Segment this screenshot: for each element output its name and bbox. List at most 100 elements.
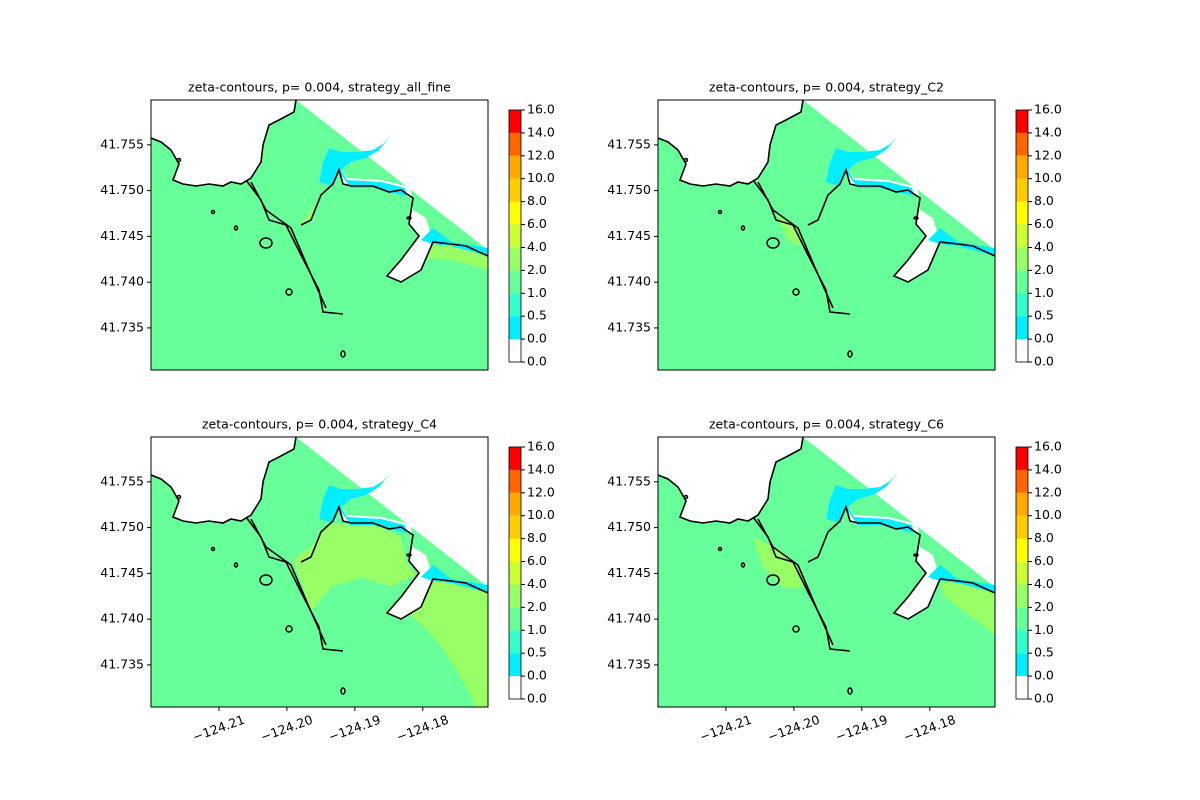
island — [233, 562, 239, 568]
island — [792, 288, 800, 296]
colorbar-tick-label: 1.0 — [527, 622, 547, 637]
panel-title: zeta-contours, p= 0.004, strategy_C2 — [709, 80, 944, 95]
colorbar-band — [509, 178, 521, 202]
colorbar-band — [1016, 469, 1028, 493]
island — [740, 225, 746, 231]
colorbar-band — [509, 155, 521, 179]
colorbar-tick-label: 6.0 — [527, 553, 547, 568]
colorbar-band — [1016, 515, 1028, 539]
colorbar-tick-label: 6.0 — [1034, 553, 1054, 568]
coastline — [150, 99, 489, 315]
colorbar-band — [509, 469, 521, 493]
island — [766, 237, 780, 249]
colorbar-band — [509, 224, 521, 248]
panel-title: zeta-contours, p= 0.004, strategy_C4 — [202, 417, 437, 432]
axes-frame — [150, 99, 489, 371]
island — [847, 350, 853, 358]
colorbar-tick-label: 8.0 — [527, 193, 547, 208]
colorbar-tick-label: 1.0 — [1034, 622, 1054, 637]
colorbar-tick-label: 14.0 — [1034, 124, 1062, 139]
y-tick-label: 41.740 — [100, 274, 144, 289]
colorbar-tick-label: 12.0 — [1034, 484, 1062, 499]
colorbar-tick-label: 10.0 — [527, 170, 555, 185]
colorbar-band — [509, 492, 521, 516]
colorbar-tick-label: 0.0 — [527, 691, 547, 706]
colorbar-band — [1016, 316, 1028, 340]
inundation-high — [296, 204, 488, 270]
colorbar-tick-label: 12.0 — [1034, 147, 1062, 162]
map-panel — [150, 436, 489, 708]
colorbar-tick-label: 6.0 — [1034, 216, 1054, 231]
coastline — [657, 99, 996, 315]
colorbar-band — [509, 132, 521, 156]
colorbar-tick-label: 1.0 — [1034, 285, 1054, 300]
map-panel — [657, 99, 996, 371]
colorbar-band — [1016, 247, 1028, 271]
colorbar-band — [509, 538, 521, 562]
colorbar-tick-label: 10.0 — [1034, 170, 1062, 185]
colorbar-tick-label: 14.0 — [527, 461, 555, 476]
colorbar-band — [1016, 584, 1028, 608]
colorbar-tick-label: 16.0 — [1034, 439, 1062, 454]
colorbar-tick-label: 2.0 — [527, 599, 547, 614]
colorbar-band — [509, 201, 521, 225]
colorbar-tick-label: 0.0 — [527, 668, 547, 683]
land — [658, 100, 803, 186]
island — [717, 209, 723, 215]
colorbar-band — [1016, 561, 1028, 585]
colorbar-band — [509, 110, 521, 133]
land — [658, 437, 803, 523]
colorbar-band — [509, 584, 521, 608]
map-panel — [657, 436, 996, 708]
colorbar-band — [1016, 538, 1028, 562]
y-tick-label: 41.750 — [100, 519, 144, 534]
island — [683, 494, 689, 500]
colorbar-tick-label: 2.0 — [527, 262, 547, 277]
colorbar-band — [509, 339, 521, 362]
colorbar-tick-label: 2.0 — [1034, 262, 1054, 277]
colorbar-band — [1016, 224, 1028, 248]
land — [151, 437, 296, 523]
y-tick-label: 41.740 — [100, 611, 144, 626]
y-tick-label: 41.755 — [607, 136, 651, 151]
colorbar-tick-label: 16.0 — [1034, 102, 1062, 117]
colorbar-band — [1016, 270, 1028, 294]
colorbar-tick-label: 10.0 — [1034, 507, 1062, 522]
y-tick-label: 41.750 — [100, 182, 144, 197]
x-tick-label: −124.19 — [833, 712, 889, 745]
colorbar-band — [1016, 607, 1028, 631]
y-tick-label: 41.745 — [607, 565, 651, 580]
colorbar-band — [509, 247, 521, 271]
island — [233, 225, 239, 231]
island — [406, 216, 412, 220]
island — [176, 494, 182, 500]
x-tick-label: −124.21 — [191, 712, 247, 745]
island — [792, 625, 800, 633]
island — [717, 546, 723, 552]
y-tick-label: 41.745 — [607, 228, 651, 243]
colorbar-band — [1016, 339, 1028, 362]
y-tick-label: 41.750 — [607, 519, 651, 534]
colorbar-tick-label: 0.5 — [527, 645, 547, 660]
colorbar-frame — [1015, 446, 1029, 700]
colorbar-band — [509, 293, 521, 317]
y-tick-label: 41.755 — [100, 473, 144, 488]
colorbar-tick-label: 0.0 — [527, 354, 547, 369]
y-tick-label: 41.750 — [607, 182, 651, 197]
y-tick-label: 41.755 — [607, 473, 651, 488]
colorbar-tick-label: 0.0 — [1034, 331, 1054, 346]
x-tick-label: −124.19 — [326, 712, 382, 745]
y-tick-label: 41.745 — [100, 565, 144, 580]
colorbar-band — [509, 676, 521, 699]
island — [847, 687, 853, 695]
colorbar-band — [1016, 676, 1028, 699]
y-tick-label: 41.735 — [607, 319, 651, 334]
axes-frame — [150, 436, 489, 708]
y-tick-label: 41.735 — [100, 656, 144, 671]
colorbar-band — [1016, 132, 1028, 156]
colorbar-tick-label: 0.0 — [527, 331, 547, 346]
coastline — [657, 436, 996, 652]
colorbar-tick-label: 4.0 — [527, 239, 547, 254]
inundation-high — [293, 523, 488, 707]
